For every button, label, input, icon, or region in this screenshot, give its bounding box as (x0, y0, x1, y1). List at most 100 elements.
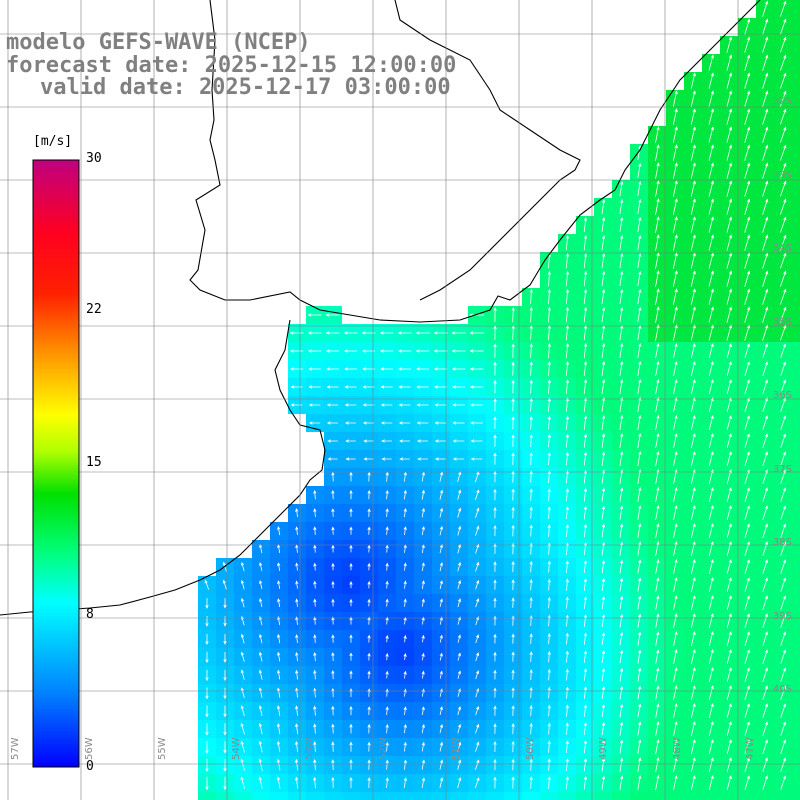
wind-speed-cell (324, 792, 342, 800)
wind-arrow (295, 526, 299, 535)
wind-arrow (708, 541, 714, 557)
wind-arrow (223, 759, 227, 772)
wind-arrow (416, 421, 429, 425)
wind-arrow (726, 505, 732, 521)
wind-arrow (434, 403, 447, 407)
wind-arrow (672, 306, 678, 323)
wind-arrow (708, 162, 714, 179)
wind-speed-cell (792, 360, 800, 378)
wind-arrow (205, 598, 209, 609)
wind-arrow (583, 614, 588, 627)
wind-arrow (529, 596, 533, 609)
wind-arrow (277, 580, 281, 589)
wind-arrow (637, 307, 642, 323)
wind-arrow (744, 595, 750, 611)
wind-arrow (421, 777, 426, 788)
wind-arrow (547, 342, 551, 359)
wind-arrow (708, 523, 714, 539)
wind-arrow (475, 525, 480, 536)
wind-arrow (744, 180, 751, 197)
wind-arrow (708, 505, 714, 521)
wind-arrow (672, 144, 678, 161)
wind-speed-cell (792, 792, 800, 800)
wind-arrow (439, 580, 443, 590)
wind-arrow (672, 288, 678, 305)
wind-arrow (307, 331, 322, 335)
wind-arrow (403, 652, 407, 661)
wind-arrow (655, 774, 660, 791)
wind-arrow (762, 487, 768, 503)
wind-arrow (349, 544, 353, 553)
wind-arrow (403, 670, 407, 679)
wind-arrow (529, 651, 533, 663)
wind-arrow (672, 234, 678, 251)
wind-arrow (655, 360, 660, 377)
wind-arrow (258, 651, 263, 662)
wind-speed-cell (360, 792, 378, 800)
wind-arrow (327, 457, 338, 461)
wind-arrow (331, 616, 335, 625)
wind-arrow (343, 331, 358, 335)
wind-speed-cell (756, 792, 774, 800)
wind-arrow (655, 595, 660, 610)
latitude-label: 36S (772, 390, 792, 401)
wind-arrow (475, 579, 480, 590)
wind-speed-cell (720, 792, 738, 800)
wind-arrow (451, 367, 466, 371)
wind-arrow (619, 432, 624, 449)
wind-arrow (434, 439, 447, 443)
wind-arrow (313, 544, 317, 553)
wind-arrow (690, 144, 696, 161)
wind-arrow (457, 777, 462, 789)
longitude-label: 52W (377, 737, 389, 760)
wind-speed-cell (792, 612, 800, 630)
wind-arrow (601, 415, 606, 431)
wind-arrow (421, 471, 425, 482)
wind-arrow (655, 631, 660, 646)
wind-arrow (205, 723, 209, 736)
wind-arrow (403, 616, 407, 625)
wind-arrow (762, 361, 768, 377)
wind-arrow (708, 324, 714, 341)
wind-arrow (690, 180, 696, 197)
wind-arrow (470, 439, 483, 443)
wind-arrow (744, 54, 751, 71)
wind-arrow (313, 651, 317, 662)
wind-arrow (529, 379, 533, 394)
wind-arrow (367, 562, 371, 571)
wind-arrow (259, 562, 263, 572)
wind-arrow (744, 379, 750, 395)
wind-arrow (780, 577, 787, 592)
wind-arrow (380, 403, 393, 407)
wind-arrow (363, 457, 374, 461)
wind-arrow (655, 450, 660, 467)
wind-arrow (762, 721, 768, 737)
wind-arrow (289, 349, 304, 353)
wind-arrow (529, 288, 533, 305)
wind-arrow (726, 631, 732, 647)
wind-arrow (421, 634, 425, 643)
wind-speed-cell (738, 792, 756, 800)
wind-arrow (601, 487, 606, 502)
wind-arrow (547, 578, 551, 591)
wind-arrow (637, 361, 642, 377)
wind-arrow (780, 379, 787, 394)
wind-arrow (452, 403, 465, 407)
wind-arrow (744, 613, 750, 629)
wind-arrow (780, 613, 787, 628)
wind-arrow (433, 367, 448, 371)
wind-arrow (403, 777, 407, 788)
wind-arrow (583, 234, 588, 251)
wind-arrow (583, 505, 588, 520)
wind-arrow (690, 703, 696, 719)
wind-speed-cell (792, 18, 800, 36)
wind-arrow (511, 306, 515, 323)
latitude-label: 32S (772, 96, 792, 107)
wind-arrow (744, 685, 750, 701)
wind-arrow (762, 703, 768, 719)
wind-arrow (349, 598, 353, 607)
wind-speed-cell (792, 234, 800, 252)
latitude-label: 39S (772, 610, 792, 622)
wind-arrow (313, 776, 317, 789)
wind-arrow (493, 452, 497, 465)
